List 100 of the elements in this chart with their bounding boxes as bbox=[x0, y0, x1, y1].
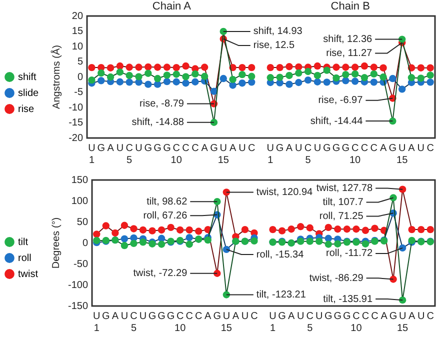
legend-label: roll bbox=[18, 252, 32, 264]
x-tick-label: C bbox=[250, 310, 258, 322]
y-tick-label: 15 bbox=[72, 26, 84, 37]
point bbox=[182, 62, 190, 70]
data-label: twist, 120.94 bbox=[256, 186, 314, 198]
point bbox=[314, 62, 322, 70]
x-tick-label: G bbox=[388, 142, 397, 154]
x-tick-label: G bbox=[342, 142, 350, 154]
data-label: rise, -8.79 bbox=[140, 98, 184, 110]
point bbox=[210, 88, 218, 95]
point bbox=[192, 70, 199, 78]
point bbox=[98, 77, 105, 84]
point bbox=[200, 72, 208, 80]
x-tick-label: A bbox=[380, 142, 387, 154]
point bbox=[304, 68, 312, 76]
x-tick-label: C 5 bbox=[304, 142, 312, 166]
point bbox=[417, 64, 424, 72]
point bbox=[324, 240, 332, 248]
point bbox=[222, 246, 230, 254]
point bbox=[314, 72, 322, 80]
point bbox=[286, 80, 293, 88]
legend-label: rise bbox=[18, 104, 35, 115]
point bbox=[186, 226, 193, 234]
x-tick-label: G bbox=[144, 142, 152, 154]
point bbox=[126, 78, 133, 86]
point bbox=[360, 62, 368, 70]
x-tick-label: U bbox=[135, 142, 142, 154]
x-tick-label: U 15 bbox=[220, 310, 232, 334]
point bbox=[286, 63, 293, 70]
point bbox=[250, 237, 258, 244]
y-tick-label: 20 bbox=[72, 10, 84, 22]
point bbox=[135, 64, 142, 71]
point bbox=[323, 78, 330, 86]
point bbox=[380, 73, 387, 81]
point bbox=[248, 64, 256, 72]
point bbox=[192, 78, 199, 86]
point bbox=[222, 188, 230, 196]
point bbox=[163, 78, 171, 86]
x-tick-label: U bbox=[417, 310, 425, 322]
data-label: roll, -15.34 bbox=[256, 249, 304, 260]
data-label: roll, 71.25 bbox=[319, 211, 364, 222]
x-tick-label: C bbox=[371, 310, 378, 322]
x-tick-label: A bbox=[107, 142, 114, 154]
x-tick-label: U bbox=[139, 310, 147, 322]
data-label: rise, 12.5 bbox=[253, 40, 295, 52]
point bbox=[316, 238, 323, 245]
x-tick-label: C bbox=[248, 142, 256, 154]
point bbox=[360, 74, 368, 82]
point bbox=[351, 64, 359, 71]
point bbox=[116, 68, 124, 76]
point bbox=[139, 238, 147, 246]
point bbox=[342, 64, 350, 71]
x-tick-label: U 1 bbox=[93, 310, 100, 334]
point bbox=[182, 73, 190, 80]
x-tick-label: G bbox=[334, 310, 342, 322]
x-tick-label: U 15 bbox=[218, 142, 230, 166]
x-tick-label: C bbox=[186, 310, 193, 322]
point bbox=[398, 186, 406, 193]
point bbox=[204, 236, 212, 244]
x-tick-label: C 5 bbox=[130, 310, 138, 334]
x-tick-label: G bbox=[389, 310, 398, 322]
data-label: tilt, 107.7 bbox=[322, 197, 364, 208]
point bbox=[266, 64, 274, 72]
point bbox=[130, 225, 138, 232]
point bbox=[126, 72, 133, 80]
point bbox=[408, 74, 416, 82]
point bbox=[88, 76, 96, 84]
x-tick-label: G bbox=[213, 310, 222, 322]
x-tick-label: C bbox=[426, 310, 434, 322]
point bbox=[172, 64, 180, 72]
y-tick-label: -150 bbox=[68, 300, 88, 312]
y-tick-label: 100 bbox=[71, 196, 88, 207]
point bbox=[306, 238, 314, 245]
point bbox=[238, 64, 246, 72]
x-tick-label: G bbox=[332, 142, 340, 154]
point bbox=[248, 72, 256, 80]
point bbox=[102, 222, 110, 230]
x-tick-label: U 15 bbox=[396, 142, 408, 166]
point bbox=[351, 78, 359, 85]
point bbox=[370, 70, 378, 78]
point bbox=[398, 86, 406, 93]
point bbox=[186, 234, 193, 242]
y-tick-label: -15 bbox=[68, 118, 84, 128]
x-tick-label: G bbox=[158, 310, 166, 322]
point bbox=[371, 224, 378, 232]
text: Chain A bbox=[152, 0, 192, 13]
x-tick-label: C 10 bbox=[349, 142, 362, 166]
point bbox=[370, 64, 378, 71]
x-tick-label: C bbox=[360, 142, 368, 154]
x-tick-label: A bbox=[232, 310, 240, 322]
y-tick-label: -10 bbox=[68, 102, 84, 114]
point bbox=[163, 72, 171, 79]
y-tick-label: 0 bbox=[82, 238, 88, 249]
point bbox=[130, 240, 138, 248]
point bbox=[342, 70, 350, 78]
data-label: shift, -14.88 bbox=[132, 117, 184, 128]
x-tick-label: G bbox=[322, 142, 331, 154]
point bbox=[154, 64, 162, 71]
point bbox=[214, 198, 221, 206]
x-tick-label: C 10 bbox=[174, 310, 186, 334]
